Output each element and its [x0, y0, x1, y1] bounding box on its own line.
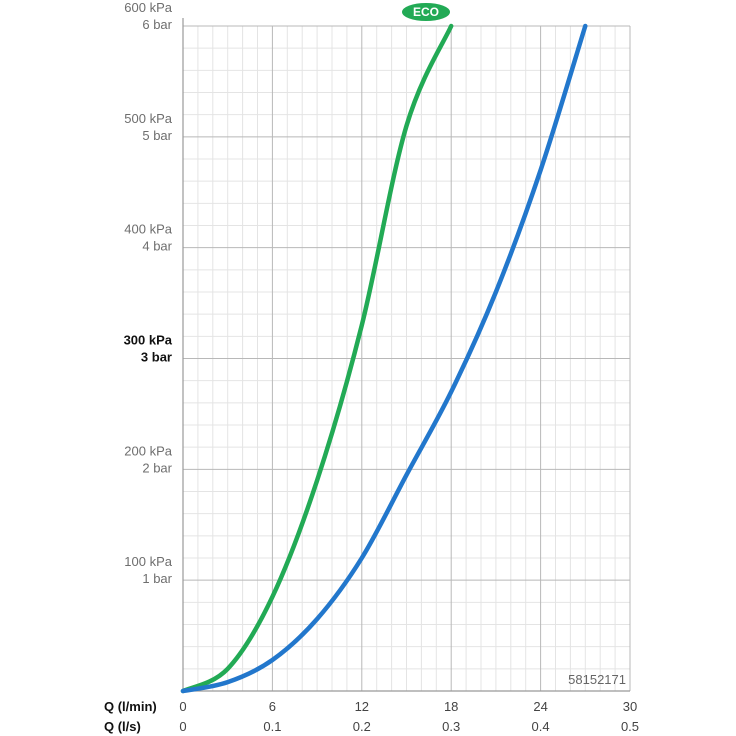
y-tick-label-bar: 6 bar — [142, 17, 172, 32]
eco-badge-shape — [402, 3, 450, 21]
y-tick-label-kpa: 600 kPa — [124, 0, 172, 15]
x-tick-label-ls: 0.1 — [263, 719, 281, 734]
eco-badge: ECO — [402, 3, 450, 21]
y-tick-label-kpa: 100 kPa — [124, 554, 172, 569]
eco-badge-label: ECO — [413, 5, 439, 19]
x-axis-label-ls: Q (l/s) — [104, 719, 141, 734]
series-line-eco — [180, 23, 454, 694]
major-grid — [183, 25, 631, 691]
x-tick-labels: 0 0 6 0.1 12 0.2 18 0.3 24 0.4 30 0.5 — [179, 699, 639, 734]
y-tick-label-bar: 4 bar — [142, 239, 172, 254]
x-tick-label-lmin: 0 — [179, 699, 186, 714]
x-tick-label-lmin: 24 — [533, 699, 547, 714]
y-tick-label-kpa: 200 kPa — [124, 443, 172, 458]
x-tick-label-lmin: 18 — [444, 699, 458, 714]
y-tick-label-kpa: 300 kPa — [124, 333, 173, 348]
x-tick-label-ls: 0.3 — [442, 719, 460, 734]
series-line-standard — [180, 23, 588, 694]
x-tick-label-lmin: 12 — [355, 699, 369, 714]
y-tick-label-kpa: 500 kPa — [124, 111, 172, 126]
series-lines — [180, 23, 588, 694]
x-tick-label-ls: 0.5 — [621, 719, 639, 734]
x-tick-label-ls: 0.2 — [353, 719, 371, 734]
x-tick-label-lmin: 6 — [269, 699, 276, 714]
y-tick-label-bar: 2 bar — [142, 460, 172, 475]
axes — [182, 18, 630, 692]
y-tick-label-bar: 3 bar — [141, 350, 172, 365]
product-code: 58152171 — [568, 672, 626, 687]
y-tick-label-bar: 5 bar — [142, 128, 172, 143]
y-tick-labels: 100 kPa 1 bar 200 kPa 2 bar 300 kPa 3 bar 400 … — [124, 0, 173, 586]
x-tick-label-ls: 0.4 — [532, 719, 550, 734]
y-tick-label-bar: 1 bar — [142, 571, 172, 586]
x-tick-label-ls: 0 — [179, 719, 186, 734]
y-tick-label-kpa: 400 kPa — [124, 222, 172, 237]
x-tick-label-lmin: 30 — [623, 699, 637, 714]
x-axis-label-lmin: Q (l/min) — [104, 699, 157, 714]
